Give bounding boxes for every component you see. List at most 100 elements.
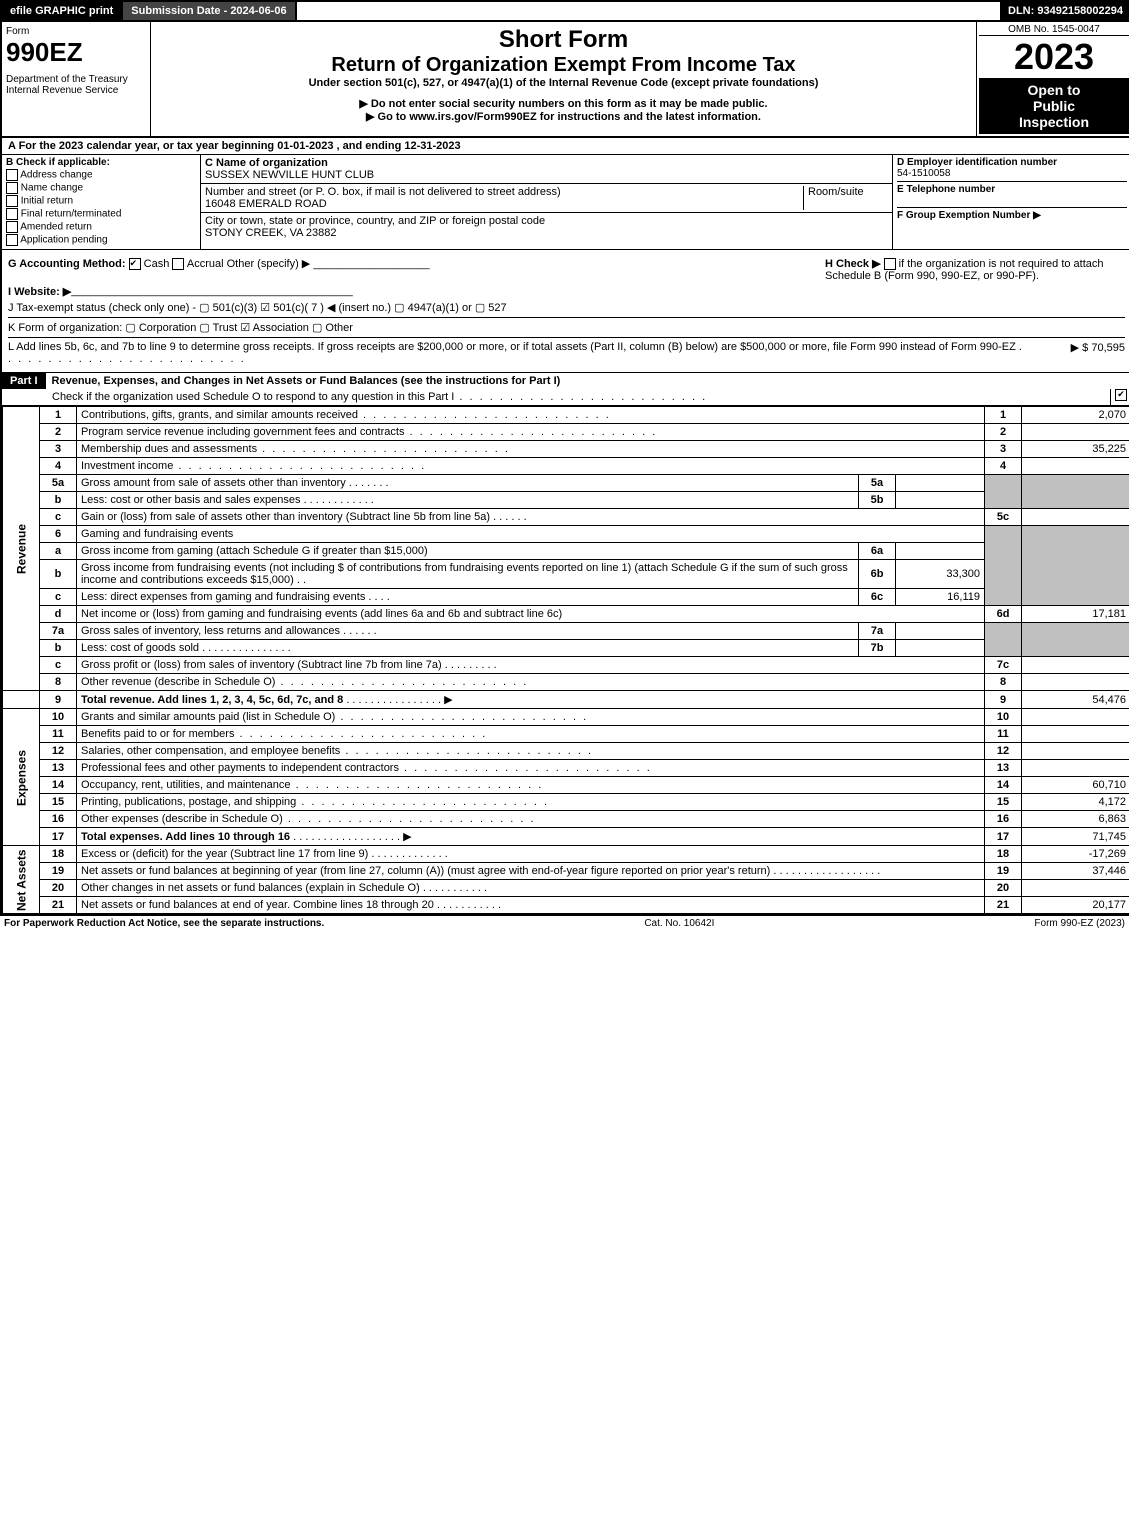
sidebar-netassets: Net Assets xyxy=(3,846,40,914)
footer: For Paperwork Reduction Act Notice, see … xyxy=(0,916,1129,931)
chk-init[interactable]: Initial return xyxy=(6,195,196,207)
row-9: 9 Total revenue. Add lines 1, 2, 3, 4, 5… xyxy=(3,691,1129,709)
cat-no: Cat. No. 10642I xyxy=(644,918,714,929)
row-6d: d Net income or (loss) from gaming and f… xyxy=(3,606,1129,623)
f-label: F Group Exemption Number ▶ xyxy=(897,210,1041,221)
col-c: C Name of organization SUSSEX NEWVILLE H… xyxy=(201,155,892,249)
col-b: B Check if applicable: Address change Na… xyxy=(2,155,201,249)
open2: Public xyxy=(983,98,1125,114)
chk-cash[interactable] xyxy=(129,258,141,270)
chk-addr[interactable]: Address change xyxy=(6,169,196,181)
row-6c: c Less: direct expenses from gaming and … xyxy=(3,589,1129,606)
i-row: I Website: ▶ ___________________________… xyxy=(8,285,1125,298)
row-4: 4 Investment income 4 xyxy=(3,458,1129,475)
under-section: Under section 501(c), 527, or 4947(a)(1)… xyxy=(155,77,972,89)
c-name-row: C Name of organization SUSSEX NEWVILLE H… xyxy=(201,155,892,184)
chk-h[interactable] xyxy=(884,258,896,270)
header-right: OMB No. 1545-0047 2023 Open to Public In… xyxy=(976,22,1129,136)
paperwork: For Paperwork Reduction Act Notice, see … xyxy=(4,918,324,929)
form-word: Form xyxy=(6,26,146,37)
sidebar-expenses: Expenses xyxy=(3,709,40,846)
part1-check-text: Check if the organization used Schedule … xyxy=(2,389,1110,405)
row-3: 3 Membership dues and assessments 3 35,2… xyxy=(3,441,1129,458)
ein: 54-1510058 xyxy=(897,168,950,179)
return-title: Return of Organization Exempt From Incom… xyxy=(155,54,972,77)
row-6a: a Gross income from gaming (attach Sched… xyxy=(3,543,1129,560)
chk-accrual[interactable] xyxy=(172,258,184,270)
goto-link[interactable]: ▶ Go to www.irs.gov/Form990EZ for instru… xyxy=(155,110,972,123)
ghij-block: G Accounting Method: Cash Accrual Other … xyxy=(2,249,1129,372)
g-row: G Accounting Method: Cash Accrual Other … xyxy=(8,257,1125,282)
part1-check[interactable] xyxy=(1110,389,1129,405)
row-18: Net Assets 18 Excess or (deficit) for th… xyxy=(3,846,1129,863)
omb-no: OMB No. 1545-0047 xyxy=(979,24,1129,36)
i-label: I Website: ▶ xyxy=(8,285,71,298)
d-label: D Employer identification number xyxy=(897,157,1057,168)
city-val: STONY CREEK, VA 23882 xyxy=(205,227,336,239)
k-row: K Form of organization: ▢ Corporation ▢ … xyxy=(8,317,1125,334)
header-row: Form 990EZ Department of the Treasury In… xyxy=(2,22,1129,138)
part1-label: Part I xyxy=(2,373,46,389)
c-addr-row: Number and street (or P. O. box, if mail… xyxy=(201,184,892,213)
top-bar: efile GRAPHIC print Submission Date - 20… xyxy=(2,2,1129,22)
header-center: Short Form Return of Organization Exempt… xyxy=(151,22,976,136)
header-left: Form 990EZ Department of the Treasury In… xyxy=(2,22,151,136)
row-8: 8 Other revenue (describe in Schedule O)… xyxy=(3,674,1129,691)
dln-label: DLN: 93492158002294 xyxy=(1000,2,1129,20)
chk-amend[interactable]: Amended return xyxy=(6,221,196,233)
row-15: 15 Printing, publications, postage, and … xyxy=(3,794,1129,811)
short-form-title: Short Form xyxy=(155,26,972,54)
j-row: J Tax-exempt status (check only one) - ▢… xyxy=(8,301,1125,314)
dept-label: Department of the Treasury xyxy=(6,74,146,85)
col-def: D Employer identification number 54-1510… xyxy=(892,155,1129,249)
addr-val: 16048 EMERALD ROAD xyxy=(205,198,327,210)
row-7b: b Less: cost of goods sold . . . . . . .… xyxy=(3,640,1129,657)
g-label: G Accounting Method: xyxy=(8,258,126,270)
k-text: K Form of organization: ▢ Corporation ▢ … xyxy=(8,321,353,334)
row-6: 6 Gaming and fundraising events xyxy=(3,526,1129,543)
row-6b: b Gross income from fundraising events (… xyxy=(3,560,1129,589)
chk-app[interactable]: Application pending xyxy=(6,234,196,246)
no-ssn: ▶ Do not enter social security numbers o… xyxy=(155,97,972,110)
lines-table: Revenue 1 Contributions, gifts, grants, … xyxy=(2,406,1129,914)
row-14: 14 Occupancy, rent, utilities, and maint… xyxy=(3,777,1129,794)
efile-label: efile GRAPHIC print xyxy=(2,2,123,20)
j-text: J Tax-exempt status (check only one) - ▢… xyxy=(8,301,507,314)
l-val: ▶ $ 70,595 xyxy=(1071,342,1125,354)
row-1: Revenue 1 Contributions, gifts, grants, … xyxy=(3,407,1129,424)
row-13: 13 Professional fees and other payments … xyxy=(3,760,1129,777)
part1-header-row: Part I Revenue, Expenses, and Changes in… xyxy=(2,372,1129,389)
open1: Open to xyxy=(983,82,1125,98)
row-16: 16 Other expenses (describe in Schedule … xyxy=(3,811,1129,828)
form-990ez-page: efile GRAPHIC print Submission Date - 20… xyxy=(0,0,1129,916)
chk-final[interactable]: Final return/terminated xyxy=(6,208,196,220)
info-block: B Check if applicable: Address change Na… xyxy=(2,154,1129,249)
chk-name[interactable]: Name change xyxy=(6,182,196,194)
e-label: E Telephone number xyxy=(897,184,995,195)
open3: Inspection xyxy=(983,114,1125,130)
c-label: C Name of organization xyxy=(205,157,328,169)
part1-title: Revenue, Expenses, and Changes in Net As… xyxy=(46,373,1129,389)
section-a-text: A For the 2023 calendar year, or tax yea… xyxy=(8,140,461,152)
city-label: City or town, state or province, country… xyxy=(205,215,545,227)
form-number: 990EZ xyxy=(6,37,146,68)
row-5a: 5a Gross amount from sale of assets othe… xyxy=(3,475,1129,492)
h-label: H Check ▶ xyxy=(825,258,881,270)
row-17: 17 Total expenses. Add lines 10 through … xyxy=(3,828,1129,846)
row-10: Expenses 10 Grants and similar amounts p… xyxy=(3,709,1129,726)
row-21: 21 Net assets or fund balances at end of… xyxy=(3,897,1129,914)
tax-year: 2023 xyxy=(979,36,1129,78)
row-7c: c Gross profit or (loss) from sales of i… xyxy=(3,657,1129,674)
open-public: Open to Public Inspection xyxy=(979,78,1129,134)
addr-label: Number and street (or P. O. box, if mail… xyxy=(205,186,561,198)
row-11: 11 Benefits paid to or for members 11 xyxy=(3,726,1129,743)
spacer xyxy=(297,2,1000,20)
l-row: L Add lines 5b, 6c, and 7b to line 9 to … xyxy=(8,337,1125,365)
section-a: A For the 2023 calendar year, or tax yea… xyxy=(2,138,1129,154)
b-title: B Check if applicable: xyxy=(6,157,110,168)
room-label: Room/suite xyxy=(808,186,864,198)
part1-check-row: Check if the organization used Schedule … xyxy=(2,389,1129,406)
row-12: 12 Salaries, other compensation, and emp… xyxy=(3,743,1129,760)
org-name: SUSSEX NEWVILLE HUNT CLUB xyxy=(205,169,374,181)
sidebar-revenue: Revenue xyxy=(3,407,40,691)
